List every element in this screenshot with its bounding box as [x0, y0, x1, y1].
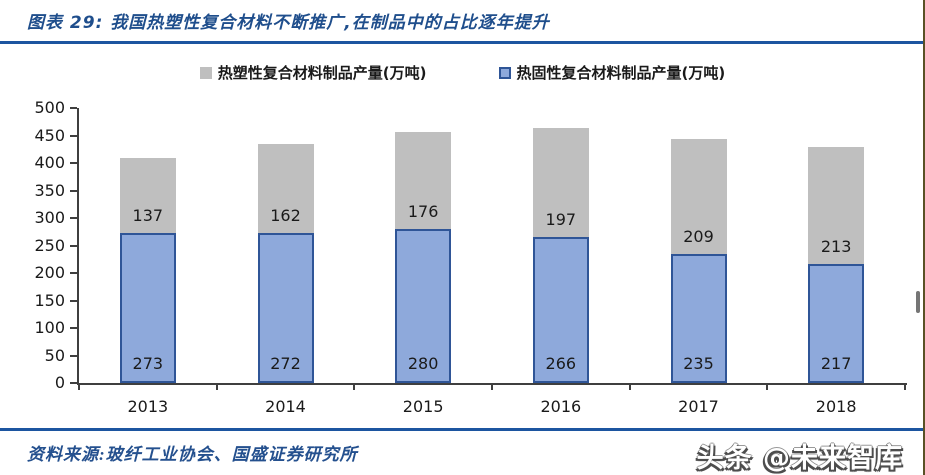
- bar-value-label-thermoset: 280: [407, 354, 439, 373]
- bar-segment-thermoplastic: [395, 132, 452, 229]
- x-axis-label: 2013: [127, 397, 169, 416]
- bar-value-label-thermoplastic: 162: [270, 206, 301, 226]
- y-axis-tick: [70, 217, 77, 219]
- bar-segment-thermoset: [808, 263, 865, 383]
- bar-segment-thermoplastic: [670, 138, 727, 254]
- x-axis-line: [77, 383, 907, 385]
- bar-value-label-thermoset: 266: [545, 354, 577, 373]
- legend-swatch-gray: [199, 66, 212, 79]
- y-axis-tick-label: 500: [34, 98, 65, 117]
- title-divider-line: [0, 41, 925, 44]
- x-axis-tick: [628, 385, 631, 390]
- window-right-border: [923, 0, 925, 475]
- y-axis-tick: [70, 134, 77, 137]
- x-axis-tick: [491, 385, 493, 390]
- x-axis-label: 2017: [678, 397, 719, 416]
- scrollbar-thumb[interactable]: [916, 291, 920, 313]
- y-axis-tick: [70, 327, 77, 329]
- y-axis-tick: [70, 189, 77, 192]
- y-axis-tick-label: 200: [34, 263, 65, 282]
- y-axis-tick-label: 450: [34, 125, 65, 145]
- legend-item-thermoset: 热固性复合材料制品产量(万吨): [498, 62, 726, 83]
- y-axis-tick: [70, 272, 77, 274]
- bar-segment-thermoset: [257, 233, 314, 383]
- bar-value-label-thermoset: 273: [132, 354, 164, 373]
- legend-label-thermoset: 热固性复合材料制品产量(万吨): [516, 64, 726, 82]
- y-axis-tick: [70, 244, 77, 247]
- x-axis-tick: [353, 385, 356, 390]
- bar-segment-thermoplastic: [808, 146, 865, 264]
- source-note: 资料来源:玻纤工业协会、国盛证券研究所: [27, 445, 358, 464]
- y-axis-tick-label: 100: [34, 318, 65, 337]
- legend-item-thermoplastic: 热塑性复合材料制品产量(万吨): [199, 62, 427, 83]
- x-axis-tick: [766, 385, 769, 390]
- bar-segment-thermoplastic: [257, 144, 314, 234]
- y-axis-tick: [70, 107, 77, 109]
- footer-divider-line: [0, 428, 925, 431]
- x-axis-tick: [904, 385, 906, 390]
- watermark-toutiao: 头条 @未来智库: [696, 443, 903, 474]
- y-axis-tick-label: 300: [34, 208, 65, 227]
- x-axis-label: 2018: [815, 397, 857, 416]
- y-axis-tick-label: 0: [54, 373, 65, 392]
- y-axis-tick-label: 150: [34, 290, 65, 310]
- bar-segment-thermoplastic: [532, 128, 589, 237]
- bar-segment-thermoplastic: [119, 157, 176, 233]
- bar-value-label-thermoset: 217: [820, 354, 852, 373]
- y-axis-tick: [70, 354, 77, 357]
- x-axis-label: 2016: [540, 397, 582, 416]
- bar-value-label-thermoplastic: 209: [683, 226, 714, 246]
- bar-value-label-thermoplastic: 176: [407, 202, 439, 221]
- y-axis-tick: [70, 299, 77, 302]
- bar-value-label-thermoset: 272: [270, 354, 301, 373]
- y-axis-tick-label: 400: [34, 153, 65, 172]
- y-axis-tick: [70, 382, 77, 384]
- chart-legend: 热塑性复合材料制品产量(万吨) 热固性复合材料制品产量(万吨): [0, 62, 925, 83]
- bar-value-label-thermoplastic: 197: [545, 209, 577, 229]
- bar-value-label-thermoplastic: 213: [820, 236, 852, 256]
- bar-segment-thermoset: [119, 232, 176, 383]
- x-axis-label: 2014: [265, 397, 306, 416]
- y-axis-line: [77, 108, 79, 383]
- y-axis-tick: [70, 162, 77, 164]
- figure-title: 图表 29: 我国热塑性复合材料不断推广,在制品中的占比逐年提升: [27, 13, 550, 33]
- bar-value-label-thermoplastic: 137: [132, 205, 164, 225]
- x-axis-tick: [215, 385, 218, 390]
- y-axis-tick-label: 250: [34, 235, 65, 255]
- y-axis-tick-label: 350: [34, 180, 65, 200]
- x-axis-label: 2015: [402, 397, 444, 416]
- bar-segment-thermoset: [395, 229, 452, 383]
- legend-swatch-blue: [498, 66, 511, 79]
- y-axis-tick-label: 50: [44, 345, 65, 365]
- bar-value-label-thermoset: 235: [683, 354, 714, 373]
- bar-segment-thermoset: [670, 253, 727, 383]
- bar-segment-thermoset: [532, 236, 589, 383]
- x-axis-tick: [78, 385, 80, 390]
- legend-label-thermoplastic: 热塑性复合材料制品产量(万吨): [217, 64, 427, 82]
